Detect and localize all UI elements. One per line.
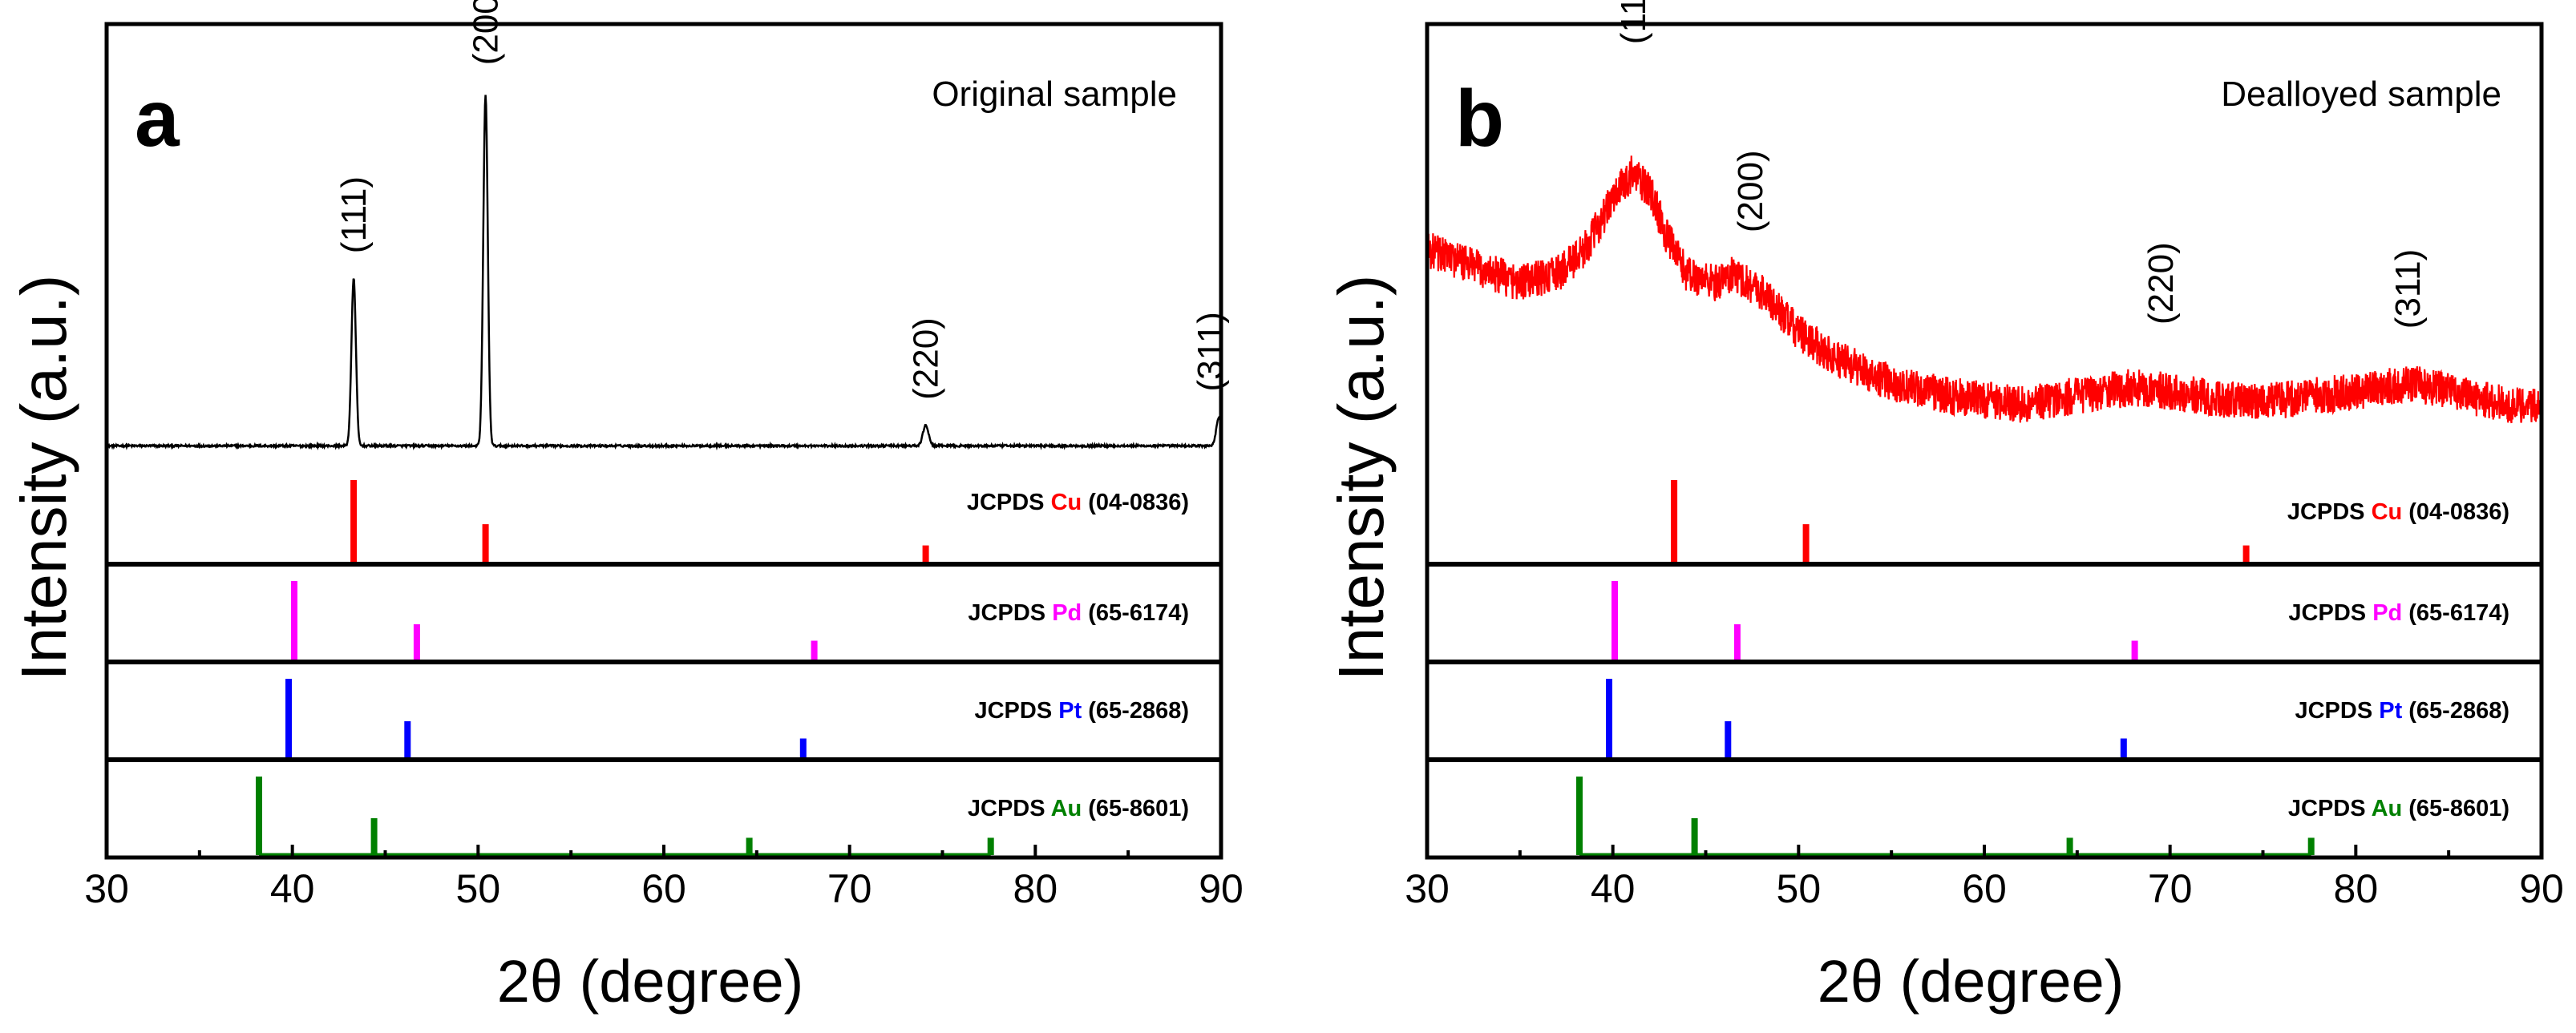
peak-label: (311) [1191, 312, 1230, 391]
reference-prefix: JCPDS [974, 698, 1058, 724]
reference-line [1606, 679, 1612, 757]
reference-prefix: JCPDS [967, 490, 1051, 515]
reference-line [413, 623, 420, 660]
reference-line [404, 720, 411, 757]
x-tick-label: 60 [641, 866, 686, 911]
reference-code: (65-8601) [1088, 796, 1189, 821]
reference-element: Pt [2379, 698, 2402, 724]
reference-line [1671, 480, 1678, 562]
reference-element: Au [1051, 796, 1082, 821]
reference-label: JCPDS Pt (65-2868) [974, 698, 1189, 724]
reference-line [350, 480, 358, 562]
peak-label: (111) [334, 176, 374, 253]
panel-a-xlabel: 2θ (degree) [497, 948, 804, 1015]
reference-label: JCPDS Au (65-8601) [2288, 796, 2509, 821]
reference-line [1733, 623, 1741, 660]
peak-label: (220) [907, 317, 946, 400]
x-tick-label: 90 [1199, 866, 1244, 911]
reference-line [811, 640, 818, 660]
reference-line [1802, 524, 1810, 562]
reference-prefix: JCPDS [2295, 698, 2379, 724]
x-tick-label: 50 [1777, 866, 1822, 911]
reference-line [2242, 545, 2250, 562]
reference-element: Cu [2372, 499, 2403, 525]
reference-label: JCPDS Cu (04-0836) [2287, 499, 2509, 525]
peak-label: (200) [467, 0, 506, 65]
panel-a-ylabel: Intensity (a.u.) [8, 275, 79, 681]
reference-label: JCPDS Pd (65-6174) [2288, 600, 2509, 626]
reference-line [1725, 720, 1732, 757]
reference-code: (04-0836) [2408, 499, 2509, 525]
reference-prefix: JCPDS [2287, 499, 2372, 525]
reference-line [370, 817, 378, 855]
peak-label: (220) [2141, 242, 2181, 325]
panel-a-sample-label: Original sample [932, 75, 1177, 114]
reference-element: Pd [2372, 600, 2402, 626]
x-tick-label: 50 [456, 866, 501, 911]
reference-prefix: JCPDS [2288, 796, 2372, 821]
reference-element: Pd [1052, 600, 1082, 626]
x-tick-label: 80 [2334, 866, 2379, 911]
panel-a-letter: a [135, 74, 180, 163]
x-tick-label: 70 [2148, 866, 2193, 911]
reference-prefix: JCPDS [968, 600, 1052, 626]
x-tick-label: 70 [827, 866, 872, 911]
reference-label: JCPDS Cu (04-0836) [967, 490, 1189, 515]
reference-line [1576, 777, 1583, 855]
reference-line [987, 837, 994, 855]
panel-b-sample-label: Dealloyed sample [2221, 75, 2501, 114]
reference-prefix: JCPDS [968, 796, 1051, 821]
x-tick-label: 40 [270, 866, 315, 911]
reference-element: Cu [1051, 490, 1082, 515]
plot-frame [1425, 22, 2544, 860]
pattern-line [1425, 155, 2542, 424]
reference-code: (65-6174) [1088, 600, 1189, 626]
reference-line [2066, 837, 2073, 855]
x-tick-label: 80 [1013, 866, 1058, 911]
panel-b: Intensity (a.u.) b Dealloyed sample 2θ (… [1325, 0, 2564, 1015]
x-tick-label: 40 [1591, 866, 1636, 911]
reference-label: JCPDS Pd (65-6174) [968, 600, 1189, 626]
x-tick-label: 90 [2519, 866, 2564, 911]
pattern-line [106, 95, 1223, 451]
panel-b-letter: b [1455, 74, 1504, 163]
reference-line [482, 524, 489, 562]
reference-element: Au [2372, 796, 2403, 821]
reference-code: (65-6174) [2408, 600, 2509, 626]
reference-line [2120, 738, 2127, 757]
reference-code: (65-2868) [1088, 698, 1189, 724]
reference-line [1691, 817, 1698, 855]
panel-b-xlabel: 2θ (degree) [1818, 948, 2125, 1015]
reference-label: JCPDS Au (65-8601) [968, 796, 1189, 821]
reference-code: (65-8601) [2408, 796, 2509, 821]
reference-line [291, 581, 297, 660]
peak-label: (311) [2388, 249, 2428, 329]
x-tick-label: 30 [1405, 866, 1450, 911]
reference-element: Pt [1058, 698, 1082, 724]
reference-line [285, 679, 292, 757]
reference-line [256, 777, 262, 855]
peak-label: (200) [1731, 150, 1770, 232]
reference-code: (04-0836) [1088, 490, 1189, 515]
reference-label: JCPDS Pt (65-2868) [2295, 698, 2509, 724]
panel-b-ylabel: Intensity (a.u.) [1325, 275, 1397, 681]
reference-line [799, 738, 807, 757]
reference-line [922, 545, 929, 562]
plot-frame [104, 22, 1223, 860]
reference-prefix: JCPDS [2288, 600, 2372, 626]
x-tick-label: 60 [1962, 866, 2007, 911]
panel-a: Intensity (a.u.) a Original sample 2θ (d… [8, 0, 1244, 1015]
reference-line [2307, 837, 2315, 855]
reference-line [1612, 581, 1618, 660]
reference-line [746, 837, 753, 855]
x-tick-label: 30 [84, 866, 129, 911]
reference-code: (65-2868) [2408, 698, 2509, 724]
reference-line [2131, 640, 2138, 660]
